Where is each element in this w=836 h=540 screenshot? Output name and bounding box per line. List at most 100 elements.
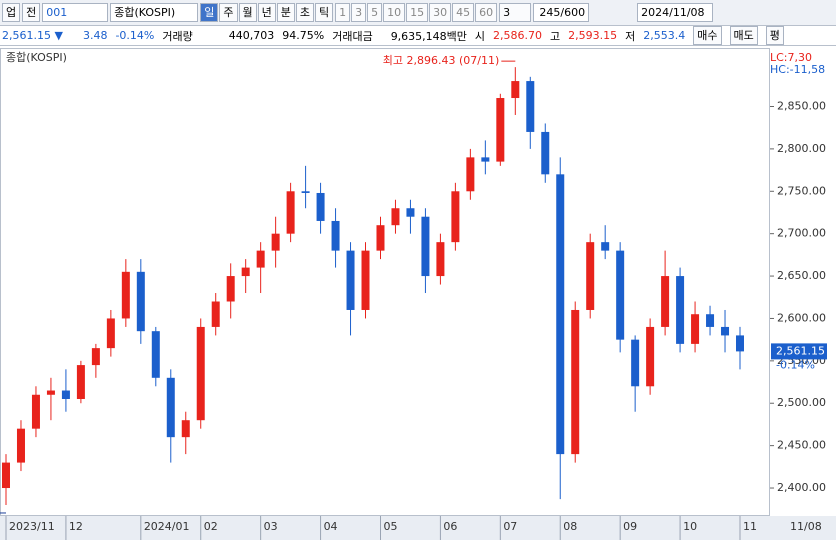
x-tick-label: 09	[623, 520, 637, 533]
candle-body	[466, 157, 475, 192]
candle-body	[226, 276, 235, 302]
candle-body	[496, 98, 505, 162]
interval-button[interactable]: 30	[429, 3, 452, 22]
candle-body	[511, 81, 520, 99]
candle-body	[331, 220, 340, 251]
period-button[interactable]: 분	[276, 3, 295, 22]
candle-body	[46, 390, 55, 395]
avg-button[interactable]: 평	[765, 26, 784, 45]
candle-body	[556, 174, 565, 455]
period-button[interactable]: 초	[295, 3, 314, 22]
candle-body	[526, 81, 535, 132]
x-tick-label: 07	[503, 520, 517, 533]
interval-button[interactable]: 3	[351, 3, 367, 22]
rate: -0.14%	[115, 29, 155, 42]
label: 고	[550, 29, 561, 43]
lc-label: LC:7,30	[770, 51, 812, 64]
last-price: 2,561.15	[776, 344, 825, 357]
x-tick-label: 08	[563, 520, 577, 533]
y-tick-label: 2,450.00	[777, 439, 826, 452]
label: 시	[474, 29, 486, 43]
x-tick-label: 03	[264, 520, 278, 533]
y-tick-label: 2,800.00	[777, 142, 826, 155]
candle-body	[271, 233, 280, 251]
name: 종합(KOSPI)	[110, 3, 199, 22]
candle-body	[196, 326, 205, 421]
candle-body	[481, 157, 490, 162]
x-tick-label: 11	[743, 520, 757, 533]
value: 440,703	[228, 29, 275, 42]
candle-body	[706, 314, 715, 327]
label: 거래량	[162, 29, 193, 43]
candle-body	[91, 348, 100, 366]
compare[interactable]: 전	[22, 3, 41, 22]
candle-body	[316, 192, 325, 221]
candle-body	[76, 365, 85, 399]
interval-button[interactable]: 60	[475, 3, 498, 22]
x-tick-label: 2023/11	[9, 520, 55, 533]
candle-body	[676, 276, 685, 344]
count: 245/600	[533, 3, 590, 22]
y-tick-label: 2,750.00	[777, 184, 826, 197]
x-axis-band	[0, 516, 836, 540]
interval-button[interactable]: 15	[406, 3, 429, 22]
interval[interactable]: 3	[499, 3, 532, 22]
candle-body	[361, 250, 370, 310]
sell-button[interactable]: 매도	[729, 26, 758, 45]
candle-body	[391, 208, 400, 226]
candle-body	[256, 250, 265, 268]
candle-body	[721, 326, 730, 336]
value: 9,635,148백만	[390, 29, 467, 43]
period-button[interactable]: 월	[238, 3, 257, 22]
candle-body	[31, 394, 40, 429]
label: 거래대금	[332, 29, 373, 43]
y-tick-label: 2,500.00	[777, 396, 826, 409]
candle-body	[616, 250, 625, 340]
intervals: 1 3 5 10 15 30 45 60	[335, 3, 498, 22]
candle-body	[346, 250, 355, 310]
price: 2,561.15 ▼	[2, 29, 63, 42]
candle-body	[301, 191, 310, 193]
interval-button[interactable]: 5	[367, 3, 383, 22]
change: 3.48	[82, 29, 108, 42]
interval-button[interactable]: 10	[383, 3, 406, 22]
x-tick-label: 12	[69, 520, 83, 533]
candle-body	[2, 462, 10, 489]
value: 2,593.15	[568, 29, 618, 42]
period-button[interactable]: 주	[219, 3, 238, 22]
date[interactable]: 2024/11/08	[637, 3, 714, 22]
candle-body	[691, 314, 700, 344]
last-rate: -0.14%	[776, 358, 815, 371]
candle-body	[136, 271, 145, 332]
candle-body	[211, 301, 220, 327]
label: 저	[625, 29, 636, 43]
x-tick-label: 04	[324, 520, 338, 533]
last-price-box	[771, 343, 827, 360]
buy-button[interactable]: 매수	[693, 26, 722, 45]
x-tick-label: 10	[683, 520, 697, 533]
interval-button[interactable]: 1	[335, 3, 351, 22]
candle-body	[406, 208, 415, 217]
candle-body	[151, 331, 160, 378]
value: 2,586.70	[493, 29, 543, 42]
candle-body	[631, 339, 640, 387]
period-button[interactable]: 틱	[315, 3, 334, 22]
candle-body	[646, 326, 655, 387]
candle-body	[586, 242, 595, 310]
candle-body	[601, 242, 610, 251]
y-tick-label: 2,600.00	[777, 311, 826, 324]
candle-body	[286, 191, 295, 234]
market[interactable]: 업	[2, 3, 21, 22]
code-input[interactable]: 001	[42, 3, 109, 22]
interval-button[interactable]: 45	[452, 3, 475, 22]
candle-body	[166, 377, 175, 438]
period-button[interactable]: 년	[257, 3, 276, 22]
candle-body	[661, 276, 670, 327]
hc-label: HC:-11,58	[770, 63, 825, 76]
chart-title: 종합(KOSPI)	[6, 51, 67, 64]
high-note: 최고 2,896.43 (07/11)	[383, 54, 500, 67]
period-button[interactable]: 일	[200, 3, 219, 22]
candle-body	[541, 131, 550, 175]
